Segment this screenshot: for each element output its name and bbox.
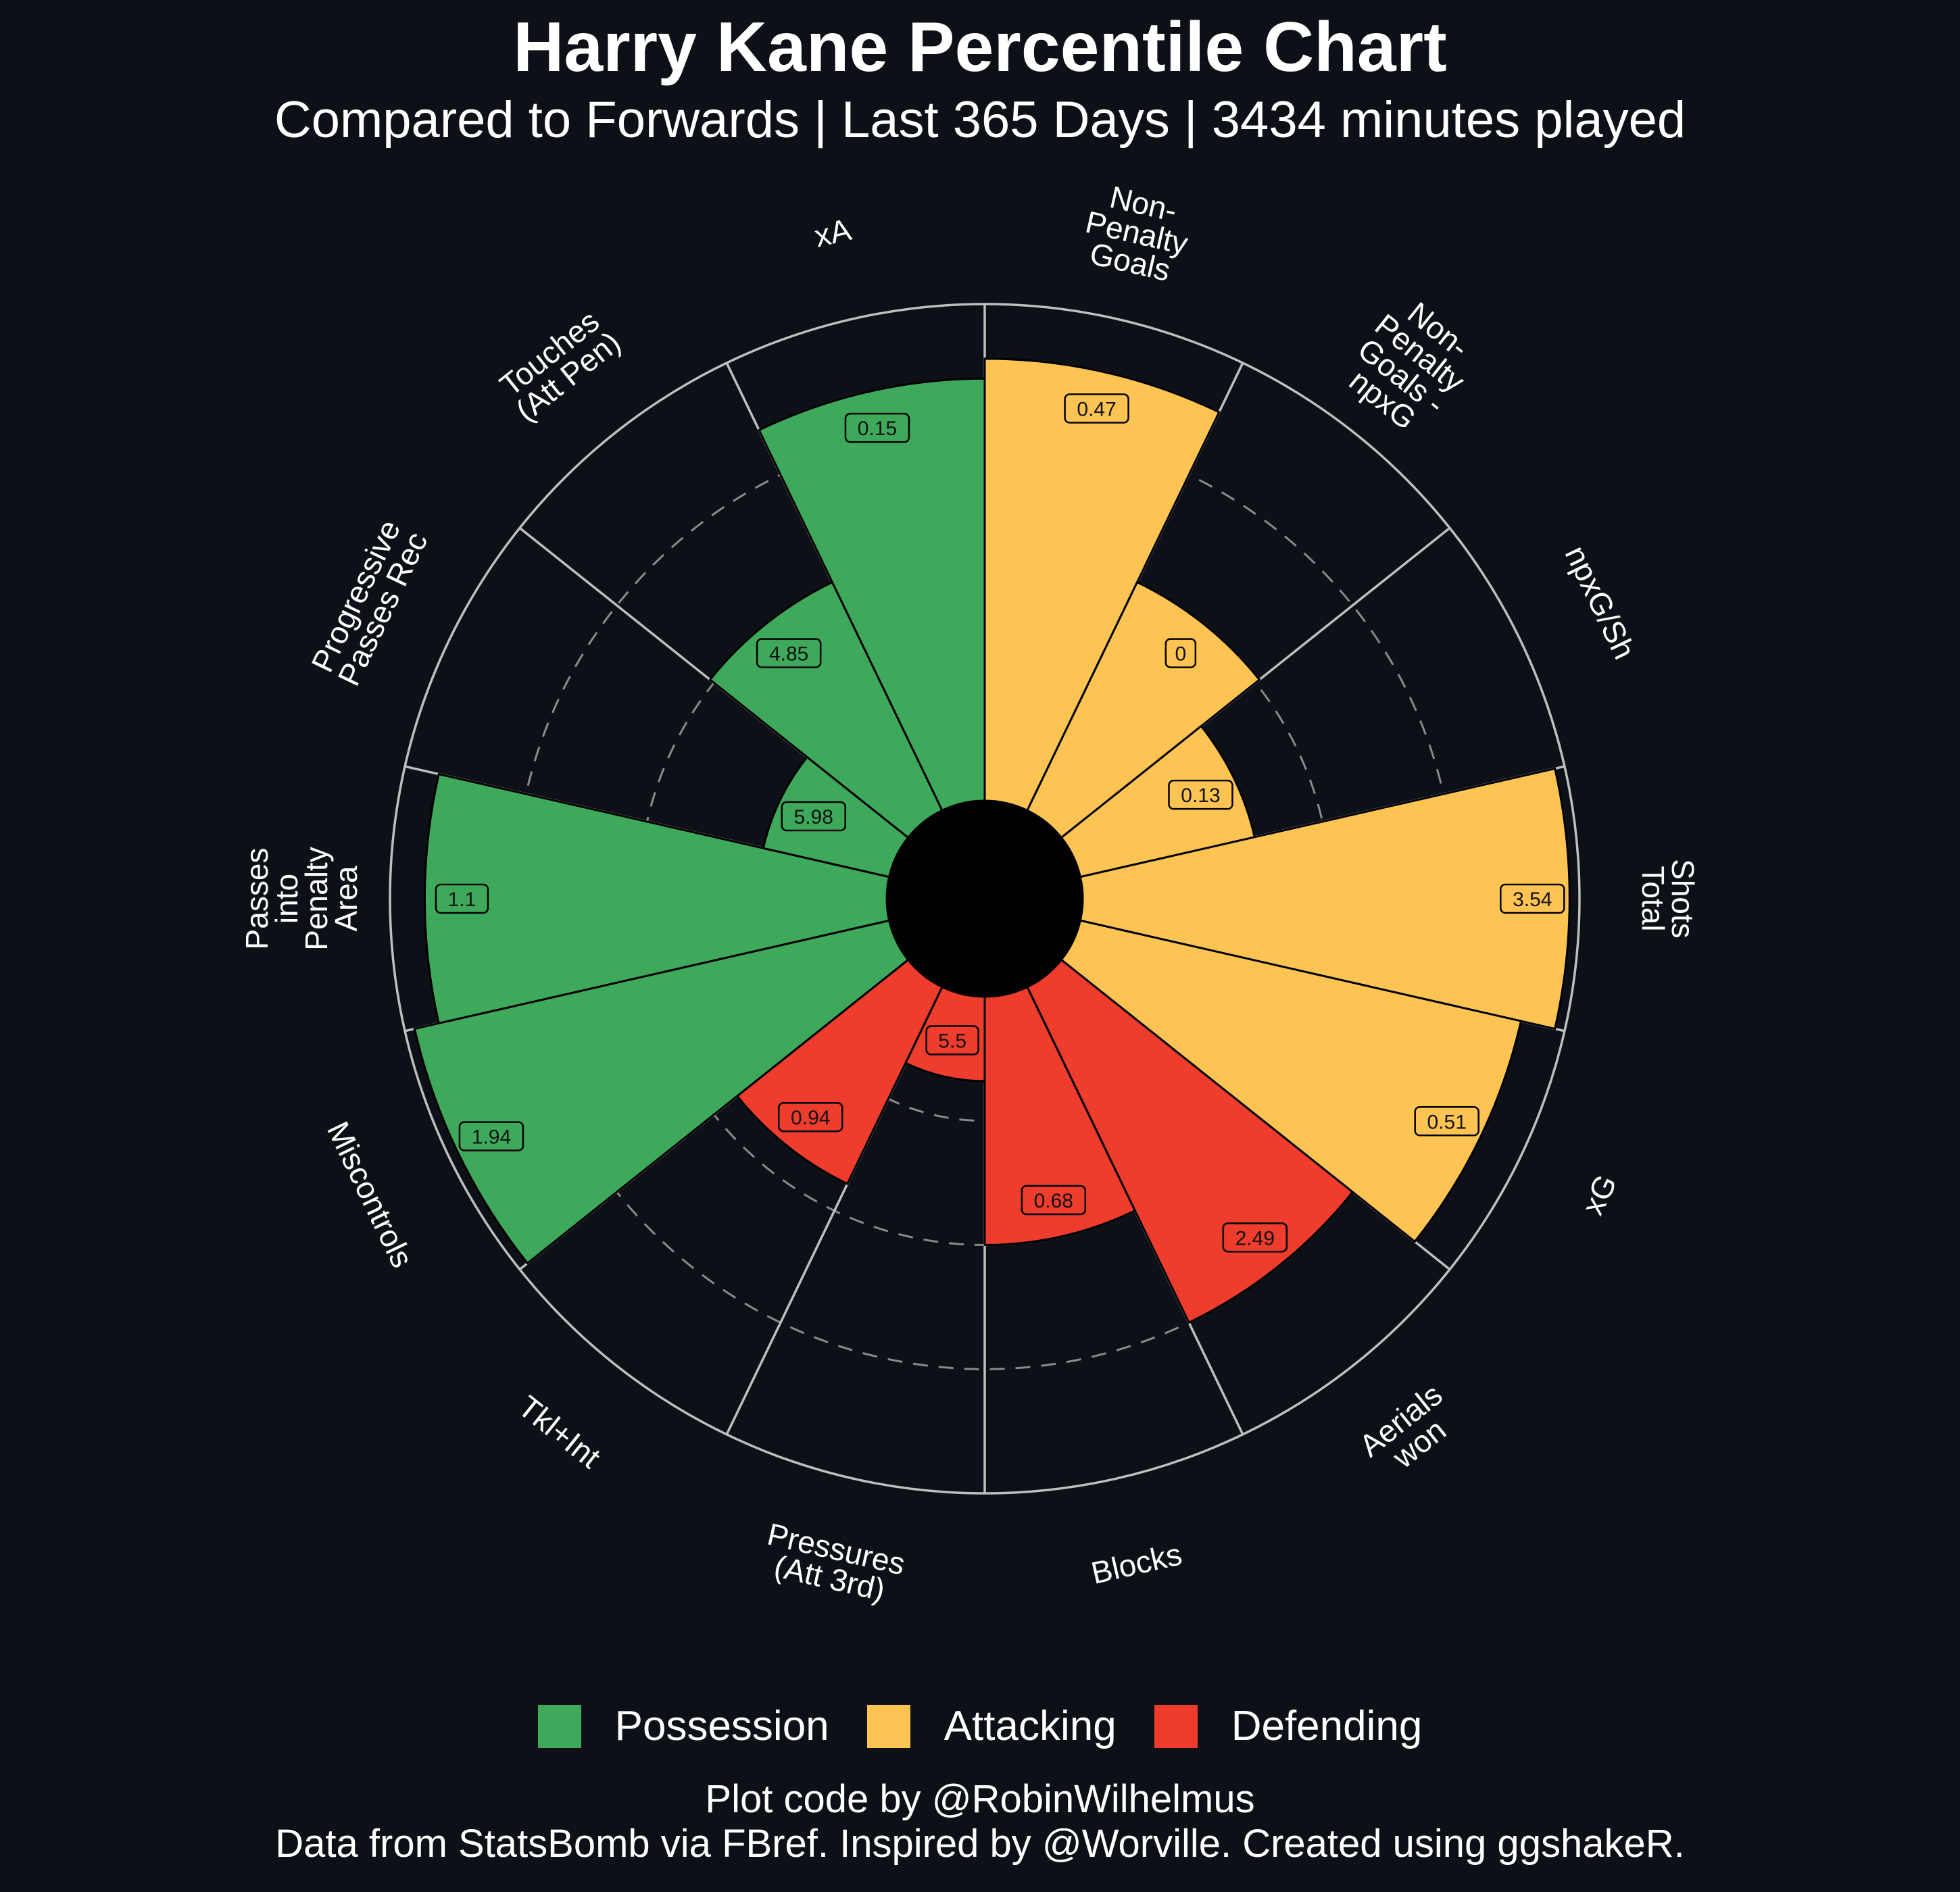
value-label: 5.5 <box>925 1025 979 1055</box>
caption-source: Data from StatsBomb via FBref. Inspired … <box>275 1822 1685 1866</box>
axis-label: npxG/Sh <box>1559 540 1643 664</box>
value-label: 3.54 <box>1500 883 1565 914</box>
value-label-box <box>1414 1106 1479 1137</box>
value-label: 1.1 <box>435 883 489 914</box>
axis-label: Miscontrols <box>320 1116 420 1273</box>
axis-label: Aerialswon <box>1352 1377 1467 1487</box>
value-label: 0.47 <box>1064 393 1129 424</box>
center-hub <box>887 801 1083 997</box>
value-label-text: 0.47 <box>1077 399 1116 421</box>
value-label-box <box>777 1101 843 1132</box>
value-label-text: 0.15 <box>858 418 897 440</box>
axis-label: Tkl+Int <box>512 1389 608 1475</box>
axis-label: Non-PenaltyGoals <box>1076 175 1198 291</box>
axis-label-line: Passes <box>239 848 274 950</box>
legend-label: Attacking <box>944 1703 1117 1749</box>
value-label-text: 5.5 <box>938 1030 966 1053</box>
value-label-box <box>1168 779 1233 810</box>
caption: Plot code by @RobinWilhelmus Data from S… <box>0 1777 1960 1866</box>
axis-label: Non-PenaltyGoals -npxG <box>1331 284 1490 446</box>
legend-item-defending: Defending <box>1154 1703 1423 1750</box>
value-label: 0.94 <box>777 1101 843 1132</box>
axis-label-line: Blocks <box>1088 1536 1185 1591</box>
value-label-box <box>1500 883 1565 914</box>
axis-label: ShotsTotal <box>1636 859 1700 939</box>
axis-label-line: Area <box>328 866 364 932</box>
axis-label-line: Shots <box>1665 859 1700 939</box>
chart-subtitle: Compared to Forwards | Last 365 Days | 3… <box>274 91 1686 149</box>
axis-label: Pressures(Att 3rd) <box>758 1516 908 1611</box>
value-label-box <box>756 638 822 668</box>
value-label-text: 1.94 <box>472 1126 511 1149</box>
axis-label: Blocks <box>1088 1536 1185 1591</box>
legend-swatch-attacking <box>866 1705 910 1748</box>
axis-label-line: npxG/Sh <box>1559 540 1643 664</box>
value-label: 0 <box>1165 638 1197 668</box>
value-label-text: 1.1 <box>448 889 476 911</box>
axis-label-line: xG <box>1575 1169 1623 1220</box>
value-label-box <box>844 412 910 443</box>
value-label-box <box>1222 1222 1288 1253</box>
value-label-box <box>1021 1185 1087 1216</box>
axis-label: PassesintoPenaltyArea <box>239 847 364 950</box>
value-label-text: 0.68 <box>1034 1190 1073 1212</box>
value-label: 0.15 <box>844 412 910 443</box>
value-label-text: 0.13 <box>1181 785 1220 807</box>
axis-label-line: into <box>269 874 304 924</box>
value-label: 5.98 <box>781 801 846 832</box>
value-label-box <box>458 1121 524 1151</box>
axis-label: xA <box>811 211 854 254</box>
value-label-text: 2.49 <box>1235 1227 1275 1249</box>
value-label: 2.49 <box>1222 1222 1288 1253</box>
value-label-text: 0 <box>1175 643 1186 666</box>
legend-swatch-defending <box>1154 1705 1198 1748</box>
axis-label-line: Total <box>1636 866 1671 931</box>
value-label-box <box>781 801 846 832</box>
hub-layer <box>887 801 1083 997</box>
bar-npxg-sh <box>1060 724 1256 878</box>
axis-label-line: Tkl+Int <box>512 1389 608 1475</box>
wedge-layer <box>413 357 1571 1324</box>
chart-title: Harry Kane Percentile Chart <box>513 8 1447 86</box>
axis-label: Touches(Att Pen) <box>491 301 627 428</box>
caption-credit: Plot code by @RobinWilhelmus <box>705 1777 1255 1821</box>
value-label: 0.68 <box>1021 1185 1087 1216</box>
value-label-text: 0.94 <box>791 1107 830 1129</box>
legend-label: Possession <box>614 1703 829 1749</box>
axis-label-line: Miscontrols <box>320 1116 420 1273</box>
value-label-text: 0.51 <box>1427 1111 1467 1133</box>
legend-label: Defending <box>1231 1703 1423 1749</box>
axis-label-line: Penalty <box>299 847 334 950</box>
value-label-box <box>925 1025 979 1055</box>
value-label-text: 4.85 <box>769 643 808 666</box>
axis-label-line: xA <box>811 211 854 254</box>
axis-label: xG <box>1575 1169 1623 1220</box>
legend-item-attacking: Attacking <box>866 1703 1117 1750</box>
legend-item-possession: Possession <box>537 1703 829 1750</box>
value-label-box <box>1165 638 1197 668</box>
axis-label: ProgressivePasses Rec <box>304 514 435 691</box>
value-label: 4.85 <box>756 638 822 668</box>
legend-swatch-possession <box>537 1705 581 1748</box>
value-label: 0.13 <box>1168 779 1233 810</box>
value-label: 0.51 <box>1414 1106 1479 1137</box>
value-label-box <box>435 883 489 914</box>
legend: Possession Attacking Defending <box>0 1703 1960 1750</box>
value-label-text: 3.54 <box>1513 889 1552 911</box>
value-label-box <box>1064 393 1129 424</box>
value-label: 1.94 <box>458 1121 524 1151</box>
value-label-text: 5.98 <box>794 806 833 828</box>
value-label-layer: 0.47 0 0.13 3.54 0.51 2.49 0.68 5.5 0.94 1.94 1.1 5… <box>435 393 1565 1253</box>
